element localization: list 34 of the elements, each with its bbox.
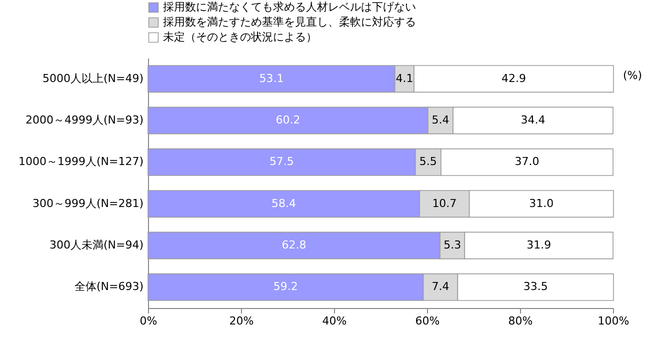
data-label: 60.2 [276, 114, 300, 126]
data-label: 62.8 [282, 238, 306, 252]
y-tick-label: 5000人以上(N=49) [42, 72, 144, 85]
legend-label: 採用数を満たすため基準を見直し、柔軟に対応する [163, 16, 416, 28]
x-tick-label: 20% [229, 314, 254, 328]
data-label: 7.4 [432, 280, 450, 294]
x-tick-label: 100% [598, 314, 630, 328]
legend-label: 未定（そのときの状況による） [163, 30, 317, 44]
data-label: 33.5 [523, 280, 548, 294]
y-tick-label: 全体(N=693) [74, 280, 144, 294]
x-tick-label: 40% [322, 314, 347, 328]
data-label: 4.1 [396, 72, 414, 85]
x-tick-label: 0% [140, 314, 158, 328]
data-label: 59.2 [273, 280, 298, 294]
data-label: 31.0 [529, 196, 554, 210]
y-tick-label: 2000～4999人(N=93) [25, 114, 144, 126]
data-label: 34.4 [520, 114, 546, 126]
data-label: 5.3 [444, 238, 462, 252]
data-label: 31.9 [526, 238, 552, 252]
text: (%) [623, 69, 642, 82]
data-label: 57.5 [269, 155, 294, 168]
data-label: 37.0 [514, 155, 540, 168]
y-tick-label: 1000～1999人(N=127) [18, 155, 144, 168]
data-label: 5.4 [432, 114, 450, 126]
data-label: 53.1 [259, 72, 284, 85]
data-label: 58.4 [272, 196, 296, 210]
data-label: 42.9 [501, 72, 526, 85]
y-tick-label: 300～999人(N=281) [32, 196, 144, 210]
y-tick-label: 300人未満(N=94) [49, 238, 144, 252]
data-label: 5.5 [419, 155, 437, 168]
legend-label: 採用数に満たなくても求める人材レベルは下げない [163, 0, 416, 14]
x-tick-label: 80% [508, 314, 533, 328]
x-tick-label: 60% [415, 314, 440, 328]
data-label: 10.7 [432, 196, 457, 210]
